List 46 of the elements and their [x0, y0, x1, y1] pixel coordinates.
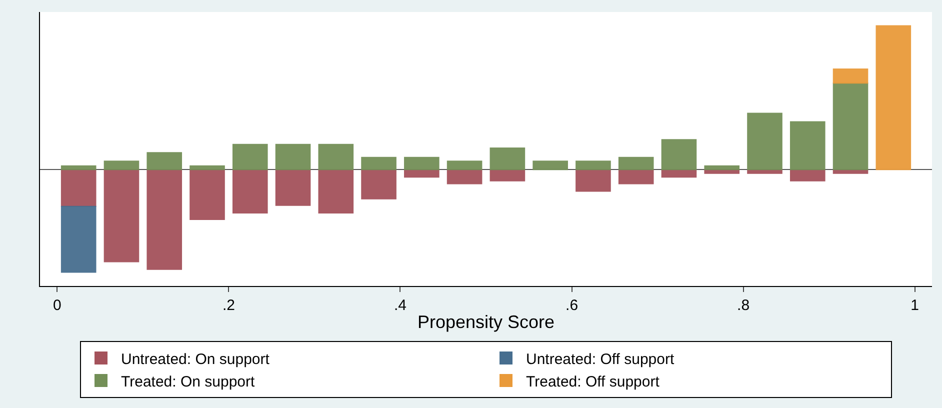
x-tick-label: .4 — [394, 297, 406, 314]
bar — [275, 169, 311, 206]
bar — [576, 160, 611, 170]
bar — [704, 165, 740, 170]
bar — [446, 169, 482, 184]
bar — [318, 169, 354, 214]
bar — [832, 68, 868, 84]
bar — [361, 156, 396, 170]
bar — [618, 169, 654, 184]
bar — [747, 112, 782, 170]
bar — [618, 156, 654, 170]
bar — [318, 144, 354, 170]
bar — [790, 121, 826, 170]
bar — [146, 169, 182, 270]
bar — [275, 144, 311, 170]
legend-label: Treated: On support — [121, 373, 256, 390]
bar — [661, 139, 697, 170]
bar — [60, 169, 96, 207]
x-tick-label: .6 — [566, 297, 578, 314]
x-tick-label: 1 — [910, 297, 920, 314]
legend-label: Untreated: Off support — [526, 350, 675, 368]
bar — [576, 169, 611, 192]
bar — [232, 144, 268, 170]
bar — [190, 169, 225, 220]
x-axis-title: Propensity Score — [417, 312, 555, 332]
bar — [146, 152, 182, 170]
bar — [190, 165, 225, 170]
bar — [60, 165, 96, 170]
bar — [104, 169, 140, 262]
x-tick-label: 0 — [52, 297, 62, 314]
x-tick-label: .8 — [737, 297, 750, 314]
x-tick-label: .2 — [222, 297, 235, 314]
bar — [446, 160, 482, 170]
bar — [104, 160, 140, 170]
legend-label: Treated: Off support — [526, 373, 660, 390]
bar — [532, 160, 568, 170]
legend-label: Untreated: On support — [121, 350, 270, 368]
bar — [876, 25, 912, 170]
bar — [790, 169, 826, 182]
bar — [490, 148, 526, 170]
bar — [361, 169, 396, 200]
bar — [490, 169, 526, 182]
bar — [232, 169, 268, 214]
bar — [404, 156, 440, 170]
bar — [832, 82, 868, 170]
bar — [60, 206, 96, 273]
